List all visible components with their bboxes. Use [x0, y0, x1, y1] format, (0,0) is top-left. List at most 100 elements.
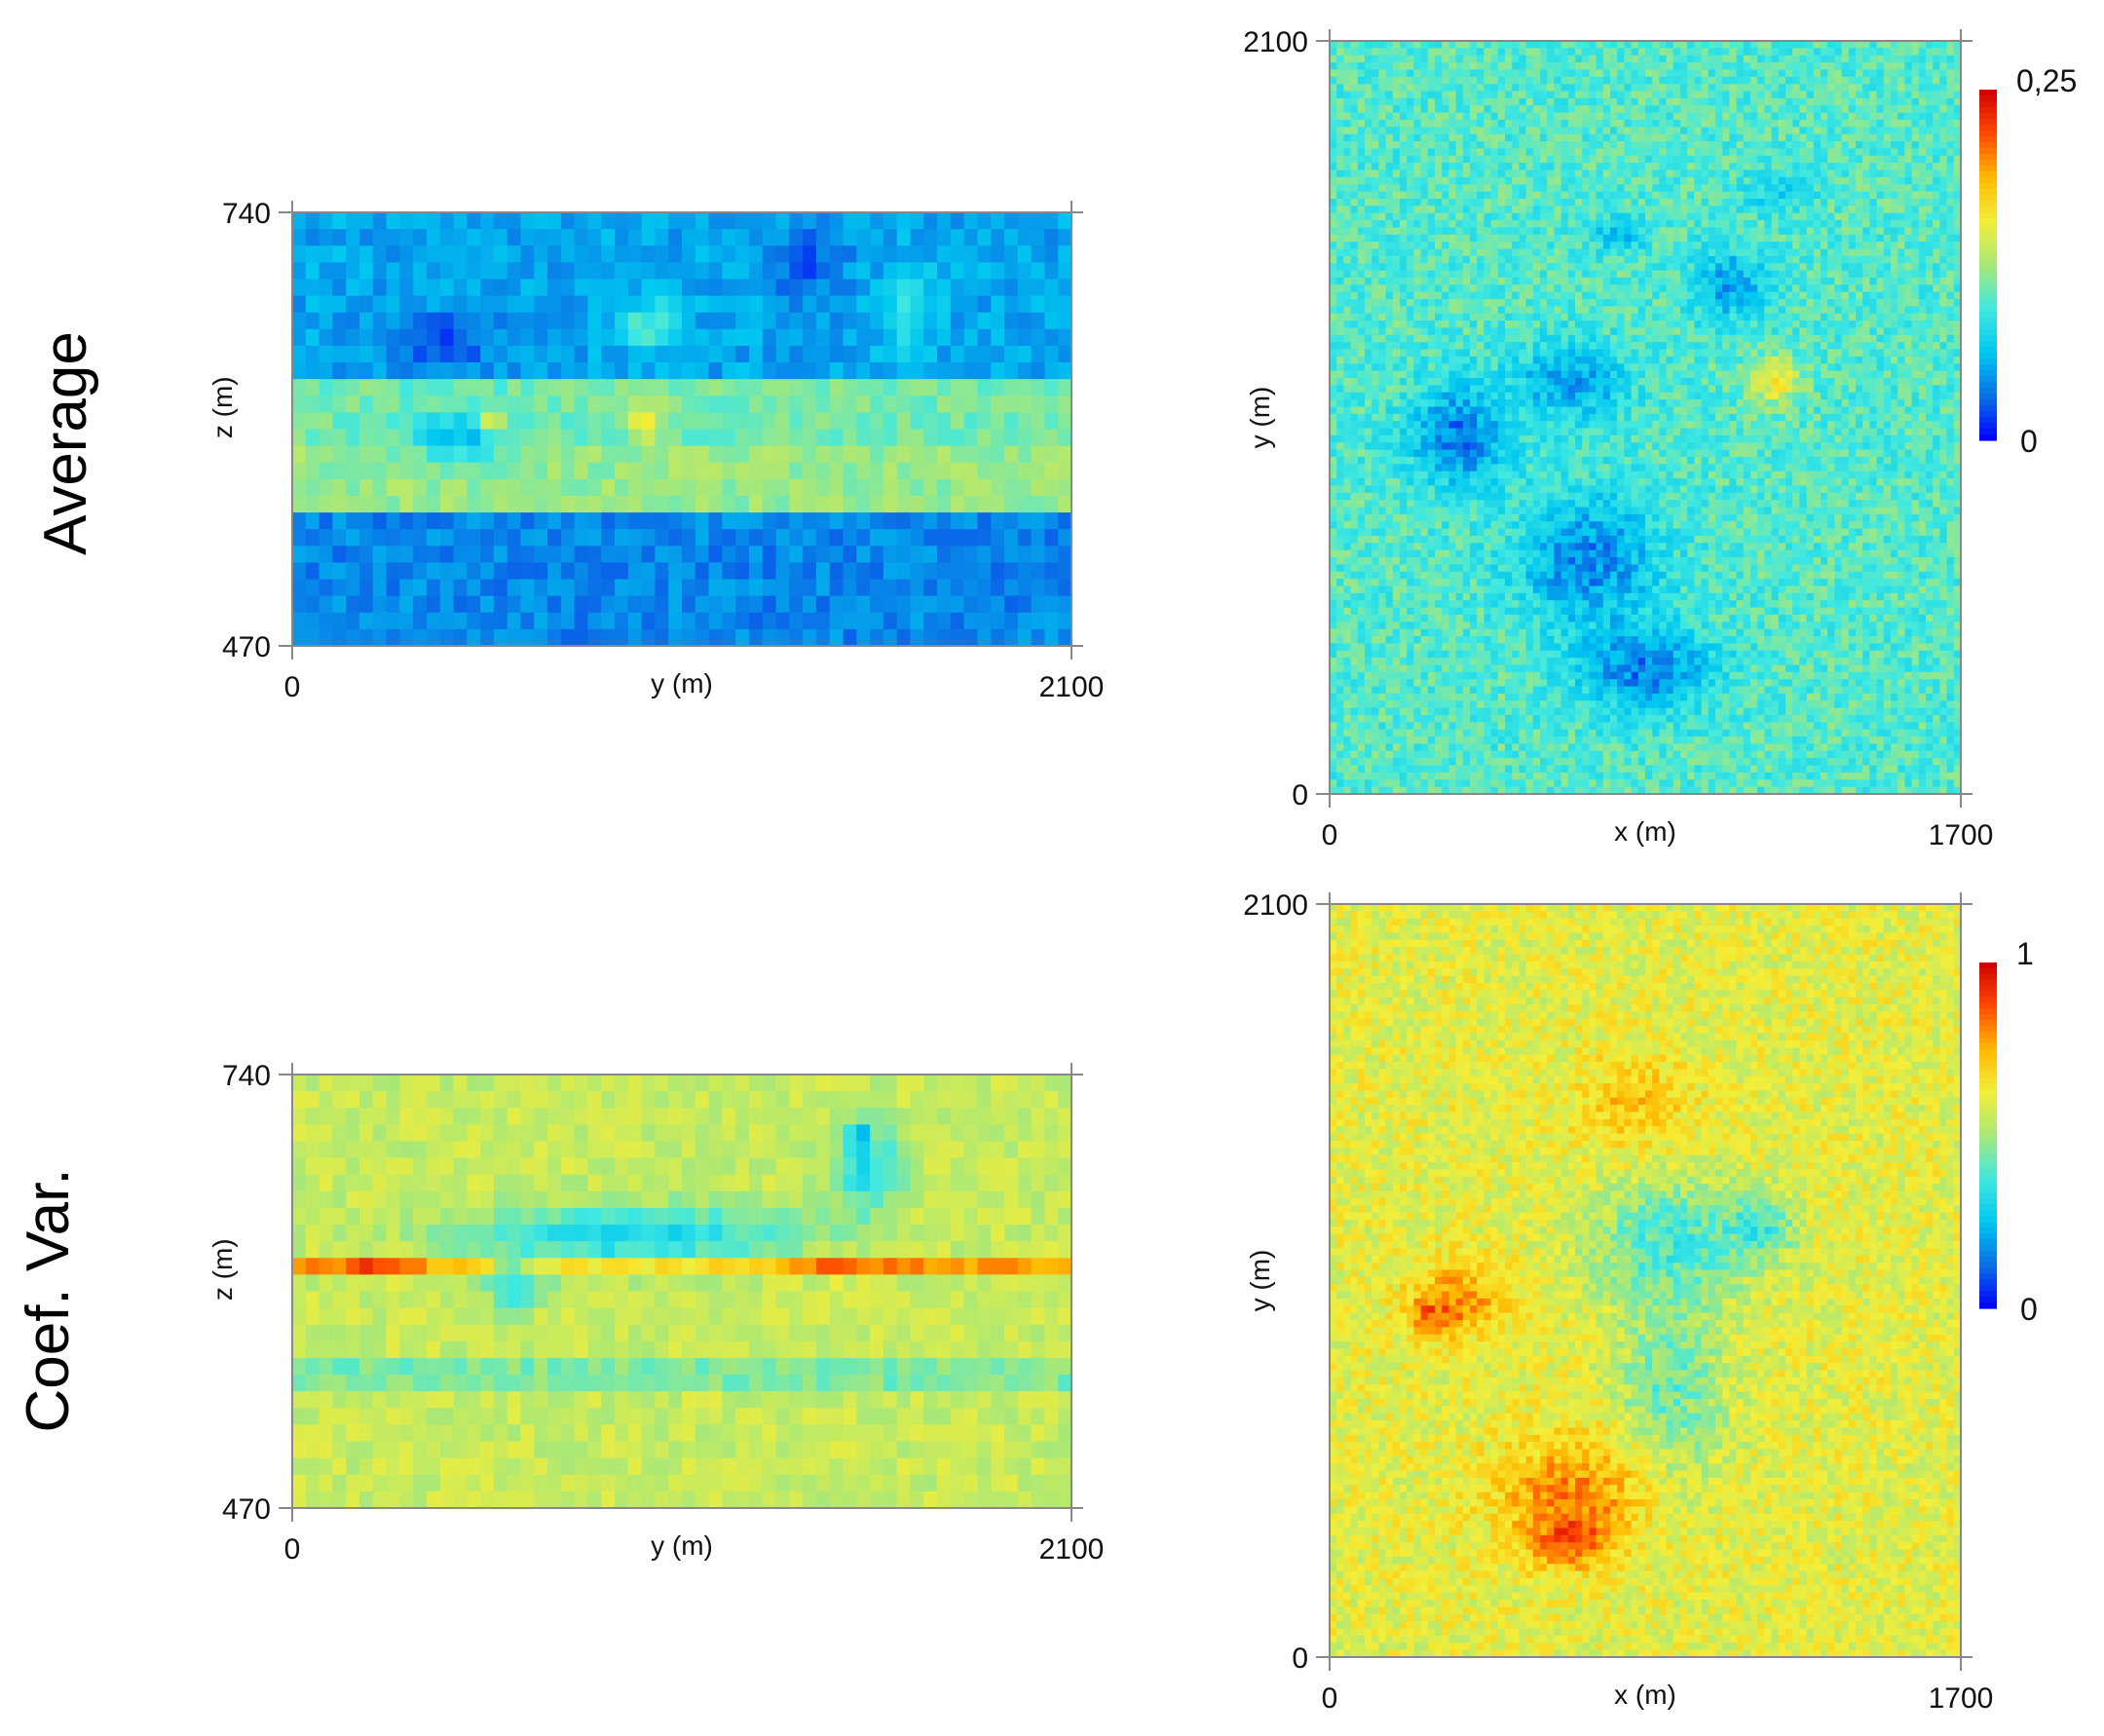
heatmap-cell [1813, 91, 1822, 99]
heatmap-cell [1610, 48, 1618, 57]
heatmap-cell [1672, 84, 1681, 93]
heatmap-cell [762, 628, 777, 647]
heatmap-cell [789, 579, 804, 597]
heatmap-cell [1757, 242, 1765, 250]
heatmap-cell [695, 396, 710, 413]
heatmap-cell [493, 396, 508, 413]
heatmap-cell [1357, 248, 1366, 257]
heatmap-cell [601, 295, 616, 314]
heatmap-cell [870, 362, 884, 380]
heatmap-cell [1455, 84, 1464, 93]
heatmap-cell [1602, 248, 1611, 257]
heatmap-cell [1659, 141, 1668, 150]
heatmap-cell [627, 396, 643, 413]
heatmap-cell [1672, 212, 1681, 221]
heatmap-cell [1722, 105, 1730, 114]
heatmap-cell [1729, 263, 1738, 272]
heatmap-cell [843, 462, 857, 480]
heatmap-cell [1540, 313, 1548, 321]
heatmap-cell [467, 229, 481, 246]
heatmap-cell [1637, 170, 1646, 178]
heatmap-cell [1343, 62, 1352, 71]
heatmap-cell [1547, 263, 1555, 272]
heatmap-cell [1589, 141, 1597, 150]
heatmap-cell [615, 429, 629, 447]
heatmap-cell [843, 429, 857, 447]
heatmap-cell [305, 546, 320, 564]
heatmap-cell [1378, 76, 1387, 85]
heatmap-cell [1869, 97, 1878, 106]
heatmap-cell [775, 262, 790, 281]
heatmap-cell [1575, 206, 1583, 214]
heatmap-cell [413, 462, 428, 480]
heatmap-cell [480, 362, 495, 380]
heatmap-cell [1876, 291, 1885, 300]
heatmap-cell [1701, 97, 1710, 106]
heatmap-cell [1350, 76, 1359, 85]
heatmap-cell [856, 429, 871, 447]
heatmap-cell [1672, 191, 1681, 200]
heatmap-cell [1750, 163, 1758, 171]
heatmap-cell [1017, 445, 1033, 464]
heatmap-cell [1378, 55, 1387, 63]
heatmap-cell [1785, 263, 1793, 272]
heatmap-cell [775, 478, 790, 497]
heatmap-cell [1666, 55, 1674, 63]
heatmap-cell [1933, 191, 1940, 200]
heatmap-cell [655, 562, 669, 581]
heatmap-cell [1547, 105, 1555, 114]
heatmap-cell [1862, 76, 1870, 85]
heatmap-cell [896, 279, 912, 297]
heatmap-cell [1785, 112, 1793, 121]
heatmap-cell [1722, 291, 1730, 300]
heatmap-cell [1392, 313, 1401, 321]
heatmap-cell [1462, 270, 1471, 279]
heatmap-cell [386, 529, 400, 547]
heatmap-cell [1856, 299, 1863, 307]
heatmap-cell [1785, 206, 1793, 214]
heatmap-cell [1448, 284, 1457, 293]
heatmap-cell [358, 595, 374, 614]
heatmap-cell [708, 612, 723, 630]
heatmap-cell [560, 546, 576, 564]
heatmap-cell [1911, 155, 1920, 164]
heatmap-cell [1407, 133, 1414, 142]
heatmap-cell [1869, 155, 1878, 164]
heatmap-cell [1547, 163, 1555, 171]
heatmap-cell [1371, 91, 1379, 99]
heatmap-cell [1862, 119, 1870, 128]
heatmap-cell [1799, 198, 1808, 207]
heatmap-cell [1687, 234, 1695, 243]
heatmap-cell [587, 212, 602, 230]
heatmap-cell [1757, 270, 1765, 279]
heatmap-cell [1350, 220, 1359, 229]
heatmap-cell [856, 262, 871, 281]
heatmap-cell [1617, 41, 1625, 49]
heatmap-cell [1407, 163, 1414, 171]
heatmap-cell [319, 412, 333, 431]
heatmap-cell [1897, 119, 1905, 128]
heatmap-cell [1827, 212, 1835, 221]
heatmap-cell [1350, 69, 1359, 78]
heatmap-cell [1378, 234, 1387, 243]
heatmap-cell [1666, 242, 1674, 250]
heatmap-cell [1407, 48, 1414, 57]
heatmap-cell [1365, 163, 1372, 171]
heatmap-cell [708, 295, 723, 314]
heatmap-cell [1582, 277, 1590, 285]
heatmap-cell [950, 396, 965, 413]
heatmap-cell [1540, 48, 1548, 57]
heatmap-cell [1743, 69, 1751, 78]
heatmap-cell [1736, 255, 1745, 264]
heatmap-cell [1687, 277, 1695, 285]
heatmap-cell [1350, 127, 1359, 135]
heatmap-cell [923, 245, 938, 263]
heatmap-cell [1477, 206, 1484, 214]
heatmap-cell [870, 396, 884, 413]
heatmap-cell [1785, 91, 1793, 99]
heatmap-cell [1512, 163, 1520, 171]
heatmap-cell [1031, 245, 1046, 263]
heatmap-cell [1672, 234, 1681, 243]
heatmap-cell [547, 312, 562, 330]
